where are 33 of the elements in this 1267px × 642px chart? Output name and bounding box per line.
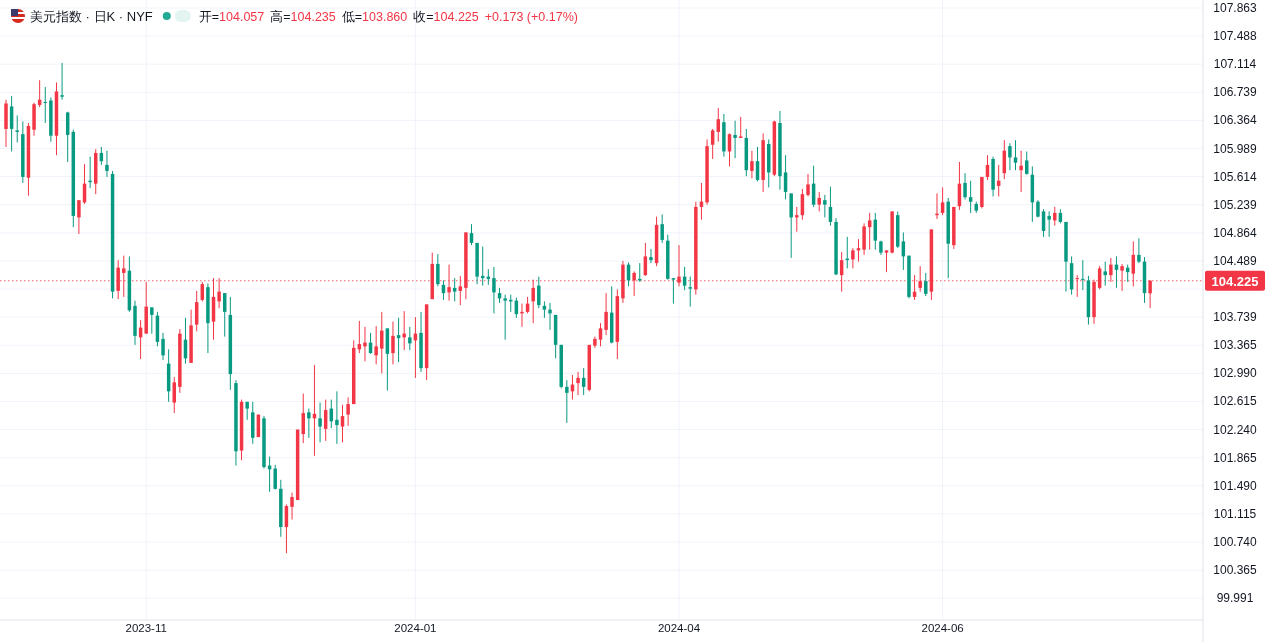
y-tick-label: 101.490: [1213, 478, 1258, 493]
y-tick-label: 100.365: [1213, 563, 1258, 578]
y-tick-label: 102.990: [1213, 366, 1258, 381]
annotation: 低=103.860: [341, 10, 408, 24]
y-tick-label: 99.991: [1216, 591, 1254, 606]
y-tick-label: 106.364: [1213, 113, 1258, 128]
x-tick-label: 2024-06: [921, 622, 964, 634]
x-tick-label: 2023-11: [125, 622, 167, 634]
x-tick-label: 2024-01: [394, 622, 437, 634]
y-tick-label: 107.863: [1213, 1, 1258, 16]
y-tick-label: 101.115: [1213, 506, 1257, 521]
y-tick-label: 105.989: [1213, 141, 1258, 156]
y-tick-label: 103.739: [1213, 310, 1258, 325]
annotation: +0.173 (+0.17%): [484, 10, 578, 24]
y-tick-label: 103.365: [1213, 338, 1258, 353]
y-tick-label: 100.740: [1213, 535, 1258, 550]
y-tick-label: 106.739: [1213, 85, 1258, 100]
y-tick-label: 107.488: [1213, 29, 1258, 44]
y-tick-label: 105.614: [1213, 169, 1258, 184]
x-tick-label: 2024-04: [657, 622, 701, 634]
y-tick-label: 107.114: [1213, 57, 1257, 72]
y-tick-label: 102.615: [1213, 394, 1258, 409]
annotation: 开=104.057: [198, 10, 265, 24]
text: 美元指数 · 日K · NYF: [30, 9, 153, 24]
y-tick-label: 105.239: [1213, 197, 1258, 212]
ref-line-label: 104.225: [1211, 273, 1259, 289]
y-tick-label: 102.240: [1213, 422, 1258, 437]
annotation: 收=104.225: [413, 10, 479, 24]
y-tick-label: 101.865: [1213, 450, 1258, 465]
annotation: 高=104.235: [270, 9, 336, 24]
y-tick-label: 104.489: [1213, 253, 1258, 268]
ref-label: 104.225: [1205, 270, 1265, 291]
y-tick-label: 104.864: [1213, 225, 1258, 240]
